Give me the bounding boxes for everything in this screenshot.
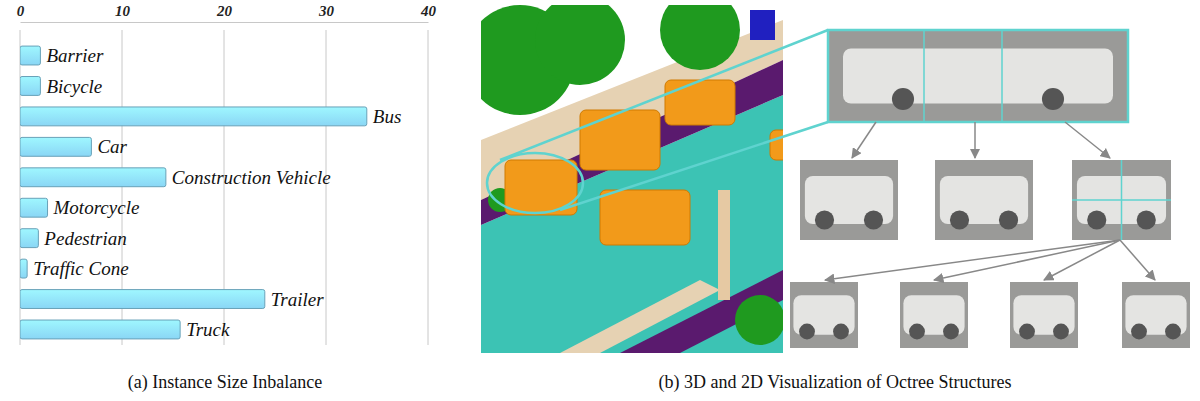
tick-label: 40 bbox=[420, 3, 437, 19]
vehicle-voxels bbox=[665, 80, 735, 125]
arrow bbox=[934, 240, 1120, 280]
x-axis: 0 10 20 30 40 bbox=[17, 3, 437, 23]
pole bbox=[718, 190, 730, 300]
bar bbox=[20, 137, 91, 156]
arrow bbox=[1044, 240, 1120, 280]
vehicle-voxels bbox=[580, 110, 660, 170]
vehicle-voxels bbox=[770, 130, 783, 160]
bar bbox=[20, 107, 367, 126]
panel-a: 0 10 20 30 40 Barrier Bicycle Bus Car Constructio… bbox=[17, 3, 437, 393]
tick: 0 bbox=[17, 3, 25, 22]
highlight bbox=[487, 153, 583, 213]
bar bbox=[20, 290, 265, 309]
object bbox=[750, 10, 775, 40]
tick-label: 20 bbox=[216, 3, 233, 19]
arrow bbox=[1120, 240, 1155, 280]
category-label: Pedestrian bbox=[43, 228, 126, 249]
connector bbox=[560, 122, 828, 210]
tick: 40 bbox=[420, 3, 437, 22]
tick-label: 10 bbox=[115, 3, 131, 19]
image-patch bbox=[900, 282, 968, 348]
tick-label: 30 bbox=[318, 3, 335, 19]
category-label: Motorcycle bbox=[53, 197, 140, 218]
bar bbox=[20, 320, 180, 339]
category-labels: Barrier Bicycle Bus Car Construction Vehicle… bbox=[33, 45, 401, 340]
category-label: Construction Vehicle bbox=[172, 167, 331, 188]
image-patch bbox=[800, 160, 898, 240]
image-patch bbox=[1122, 282, 1190, 348]
image-patch bbox=[828, 30, 1128, 122]
arrow bbox=[1065, 122, 1110, 158]
image-patch bbox=[935, 160, 1033, 240]
vehicle-voxels bbox=[600, 190, 690, 245]
bars bbox=[20, 46, 367, 339]
image-patch bbox=[1072, 160, 1171, 240]
tick: 10 bbox=[115, 3, 131, 22]
grid bbox=[20, 30, 428, 345]
vegetation bbox=[660, 5, 740, 70]
arrow bbox=[825, 240, 1120, 280]
bar bbox=[20, 198, 48, 217]
tick-label: 0 bbox=[17, 3, 25, 19]
bar bbox=[20, 229, 38, 248]
caption: (b) 3D and 2D Visualization of Octree St… bbox=[659, 372, 1012, 393]
tick: 20 bbox=[216, 3, 233, 22]
image-patch bbox=[1010, 282, 1078, 348]
category-label: Bicycle bbox=[46, 76, 102, 97]
image-patch bbox=[790, 282, 858, 348]
caption: (a) Instance Size Inbalance bbox=[128, 372, 322, 393]
vegetation bbox=[535, 5, 625, 85]
arrow bbox=[974, 122, 976, 158]
category-label: Traffic Cone bbox=[33, 258, 129, 279]
axis-line bbox=[21, 22, 429, 23]
tick: 30 bbox=[318, 3, 335, 22]
bar bbox=[20, 259, 27, 278]
category-label: Car bbox=[97, 136, 127, 157]
category-label: Truck bbox=[186, 319, 230, 340]
category-label: Bus bbox=[373, 106, 402, 127]
arrow bbox=[852, 122, 876, 158]
bar bbox=[20, 77, 40, 96]
connector bbox=[500, 30, 828, 160]
panel-b: (b) 3D and 2D Visualization of Octree St… bbox=[465, 0, 1190, 393]
vegetation bbox=[735, 295, 783, 345]
bar bbox=[20, 46, 40, 65]
bar bbox=[20, 168, 166, 187]
grid-line bbox=[428, 30, 429, 345]
category-label: Barrier bbox=[46, 45, 104, 66]
voxel-scene bbox=[481, 5, 783, 353]
category-label: Trailer bbox=[271, 289, 324, 310]
figure: 0 10 20 30 40 Barrier Bicycle Bus Car Constructio… bbox=[0, 0, 1200, 401]
